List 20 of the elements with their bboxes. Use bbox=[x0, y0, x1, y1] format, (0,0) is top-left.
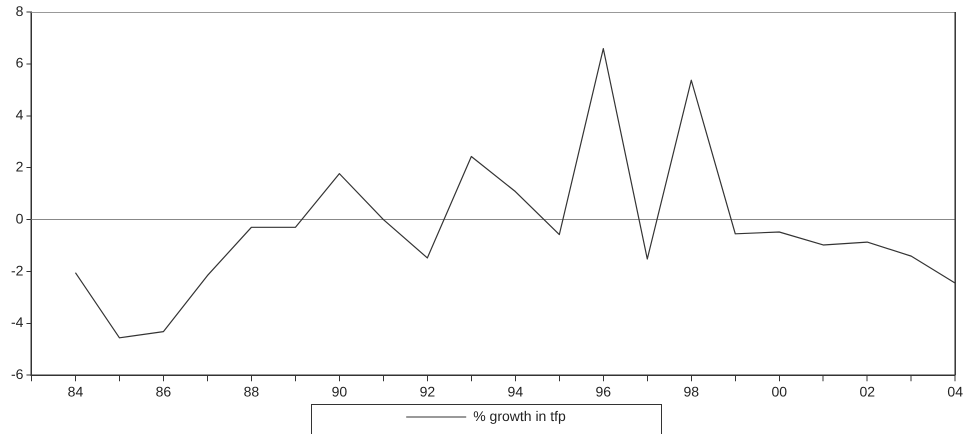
y-tick-label: 4 bbox=[16, 106, 24, 123]
x-tick-label: 84 bbox=[68, 383, 84, 400]
x-tick-label: 94 bbox=[508, 383, 524, 400]
x-tick-label: 98 bbox=[683, 383, 700, 400]
x-tick-label: 04 bbox=[947, 383, 964, 400]
y-tick-label: 0 bbox=[16, 210, 24, 226]
y-tick-label: 2 bbox=[16, 158, 24, 175]
y-tick-label: -6 bbox=[10, 366, 24, 382]
x-tick-label: 86 bbox=[156, 383, 172, 400]
legend-label: % growth in tfp bbox=[473, 408, 566, 424]
x-tick-label: 90 bbox=[332, 383, 348, 400]
x-tick-label: 92 bbox=[420, 383, 436, 400]
y-tick-label: 8 bbox=[16, 2, 24, 19]
x-tick-label: 02 bbox=[859, 383, 876, 400]
x-tick-label: 96 bbox=[596, 383, 612, 400]
y-tick-label: -4 bbox=[10, 314, 24, 330]
x-tick-label: 88 bbox=[244, 383, 260, 400]
y-tick-label: -2 bbox=[10, 262, 24, 278]
y-tick-label: 6 bbox=[16, 54, 24, 71]
x-tick-label: 00 bbox=[771, 383, 788, 400]
